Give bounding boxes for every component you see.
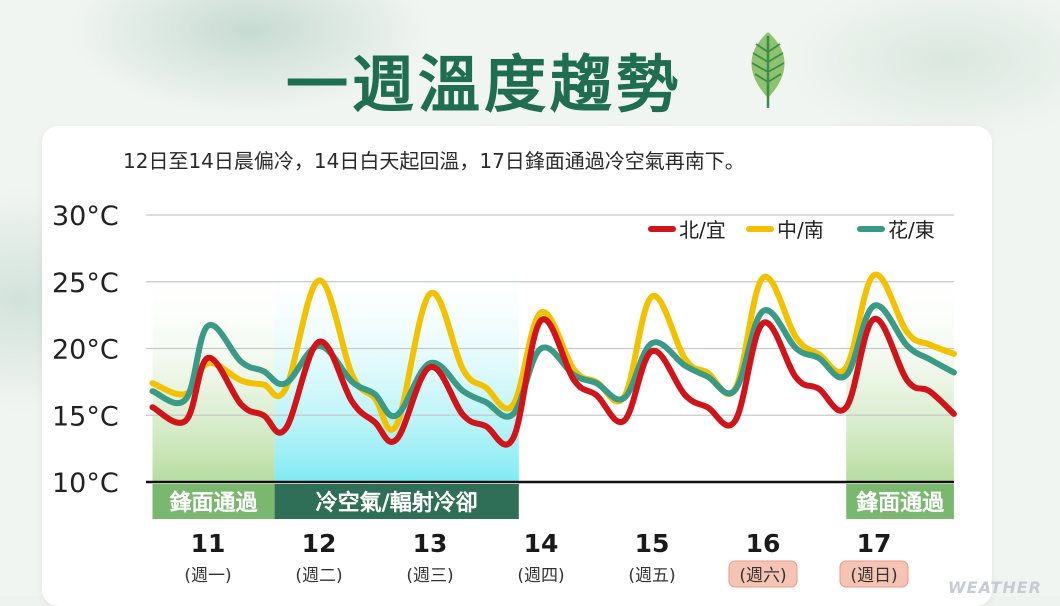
x-tick-weekday: (週日) xyxy=(850,566,897,586)
legend-label-central_south: 中/南 xyxy=(777,218,824,242)
band-shade-0 xyxy=(152,268,275,482)
band-label-2: 鋒面通過 xyxy=(855,490,945,516)
x-tick-weekday: (週一) xyxy=(184,566,231,586)
x-tick-date: 12 xyxy=(302,529,337,558)
watermark: WEATHER xyxy=(948,578,1042,597)
x-tick-date: 11 xyxy=(191,529,226,558)
legend-label-north: 北/宜 xyxy=(679,218,726,242)
x-tick-weekday: (週五) xyxy=(628,566,675,586)
x-tick-date: 17 xyxy=(857,529,892,558)
band-label-1: 冷空氣/輻射冷卻 xyxy=(316,490,478,516)
x-tick-weekday: (週六) xyxy=(739,566,786,586)
y-tick-label: 10°C xyxy=(52,468,119,499)
x-tick-date: 14 xyxy=(524,529,559,558)
y-tick-label: 15°C xyxy=(52,401,119,432)
x-tick-weekday: (週三) xyxy=(406,566,453,586)
y-tick-label: 20°C xyxy=(52,335,119,366)
weekend-badge xyxy=(839,560,909,588)
series-line-central_south xyxy=(149,271,957,433)
chart-subtitle: 12日至14日晨偏冷，14日白天起回溫，17日鋒面通過冷空氣再南下。 xyxy=(123,149,745,173)
x-tick-weekday: (週二) xyxy=(295,566,342,586)
band-label-0: 鋒面通過 xyxy=(169,490,259,516)
y-tick-label: 30°C xyxy=(52,201,119,232)
band-shade-1 xyxy=(274,268,519,482)
page-title: 一週溫度趨勢 xyxy=(286,48,683,121)
leaf-icon xyxy=(751,32,785,108)
band-label-box-1 xyxy=(274,484,519,519)
series-line-north xyxy=(149,316,957,448)
header: 一週溫度趨勢 xyxy=(0,28,1060,121)
weekend-badge xyxy=(728,560,798,588)
legend-label-hua_dong: 花/東 xyxy=(888,218,935,242)
x-tick-date: 15 xyxy=(635,529,670,558)
series-line-hua_dong xyxy=(149,302,957,420)
band-label-box-2 xyxy=(846,484,954,519)
x-tick-date: 13 xyxy=(413,529,448,558)
x-tick-date: 16 xyxy=(746,529,781,558)
x-tick-weekday: (週四) xyxy=(517,566,564,586)
y-tick-label: 25°C xyxy=(52,268,119,299)
band-label-box-0 xyxy=(152,484,275,519)
